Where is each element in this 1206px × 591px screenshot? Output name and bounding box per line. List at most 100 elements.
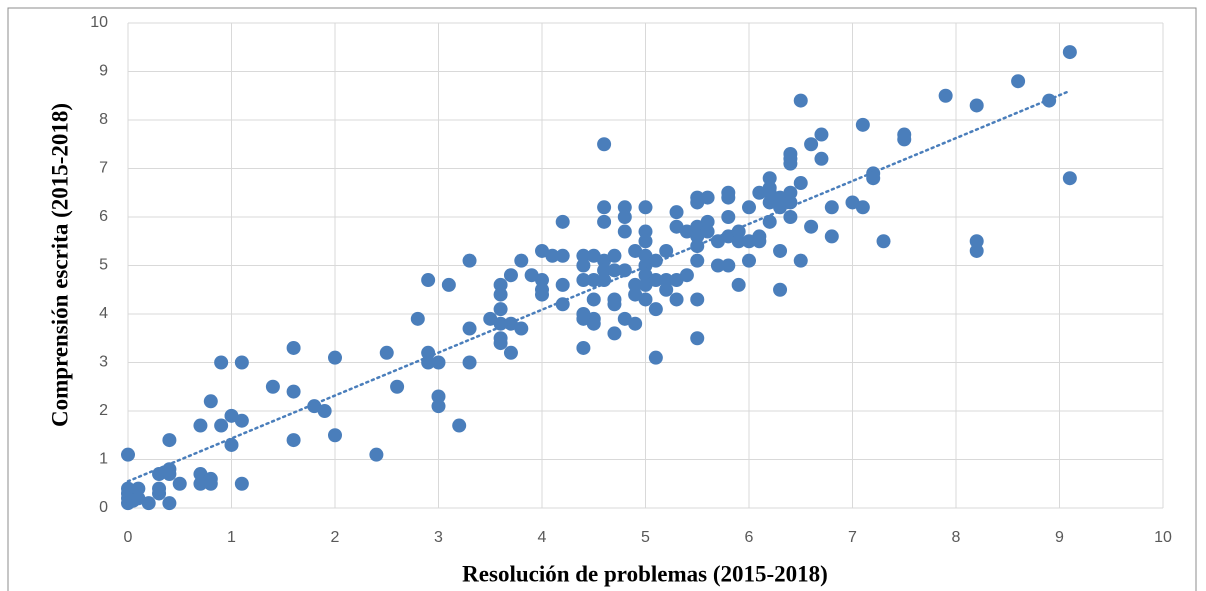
point bbox=[607, 248, 622, 263]
point bbox=[597, 137, 612, 152]
point bbox=[628, 316, 643, 331]
point bbox=[731, 277, 746, 292]
point bbox=[824, 200, 839, 215]
point bbox=[690, 292, 705, 307]
point bbox=[866, 171, 881, 186]
point bbox=[804, 219, 819, 234]
marks bbox=[121, 45, 1077, 511]
point bbox=[421, 273, 436, 288]
point bbox=[679, 268, 694, 283]
point bbox=[938, 88, 953, 103]
point bbox=[855, 200, 870, 215]
x-tick-label: 8 bbox=[952, 529, 961, 546]
point bbox=[421, 345, 436, 360]
point bbox=[607, 297, 622, 312]
point bbox=[452, 418, 467, 433]
point bbox=[742, 253, 756, 268]
point bbox=[234, 476, 249, 491]
point bbox=[793, 176, 808, 191]
point bbox=[597, 200, 612, 215]
point bbox=[535, 287, 549, 302]
point bbox=[814, 151, 829, 166]
point bbox=[214, 418, 229, 433]
x-tick-label: 1 bbox=[227, 529, 236, 546]
point bbox=[617, 224, 632, 239]
point bbox=[648, 273, 663, 288]
point bbox=[203, 394, 218, 409]
trendline bbox=[126, 89, 1072, 483]
point bbox=[555, 277, 570, 292]
point bbox=[162, 433, 177, 448]
point bbox=[265, 379, 280, 394]
point bbox=[1062, 171, 1077, 186]
point bbox=[431, 389, 446, 404]
point bbox=[969, 234, 984, 249]
point bbox=[1011, 74, 1026, 89]
x-tick-label: 10 bbox=[1154, 529, 1172, 546]
point bbox=[690, 239, 705, 254]
point bbox=[162, 496, 177, 511]
point bbox=[607, 263, 622, 278]
x-tick-label: 0 bbox=[124, 529, 133, 546]
point bbox=[493, 336, 508, 351]
point bbox=[659, 282, 674, 297]
point bbox=[503, 345, 518, 360]
y-tick-label: 9 bbox=[99, 63, 108, 80]
point bbox=[141, 496, 156, 511]
point bbox=[659, 243, 674, 258]
point bbox=[648, 302, 663, 317]
point bbox=[514, 321, 529, 336]
point bbox=[897, 132, 912, 147]
point bbox=[514, 253, 529, 268]
point bbox=[690, 253, 705, 268]
y-tick-label: 4 bbox=[99, 305, 108, 322]
point bbox=[669, 205, 684, 220]
y-tick-label: 10 bbox=[90, 14, 108, 31]
y-tick-label: 8 bbox=[99, 111, 108, 128]
point bbox=[814, 127, 829, 142]
y-tick-label: 3 bbox=[99, 354, 108, 371]
point bbox=[855, 117, 870, 132]
point bbox=[1062, 45, 1077, 60]
point bbox=[638, 292, 653, 307]
point bbox=[503, 268, 518, 283]
point bbox=[152, 481, 167, 496]
point bbox=[773, 243, 788, 258]
point bbox=[214, 355, 229, 370]
point bbox=[493, 277, 508, 292]
point bbox=[700, 214, 715, 229]
point bbox=[721, 258, 736, 273]
point bbox=[824, 229, 839, 244]
y-tick-label: 7 bbox=[99, 160, 108, 177]
x-tick-label: 2 bbox=[331, 529, 340, 546]
point bbox=[193, 418, 208, 433]
point bbox=[286, 433, 301, 448]
point bbox=[876, 234, 891, 249]
point bbox=[224, 437, 239, 452]
point bbox=[969, 243, 984, 258]
point bbox=[804, 137, 819, 152]
point bbox=[731, 224, 746, 239]
point bbox=[203, 476, 218, 491]
point bbox=[234, 413, 249, 428]
y-tick-label: 1 bbox=[99, 451, 108, 468]
x-tick-label: 7 bbox=[848, 529, 857, 546]
point bbox=[317, 404, 332, 418]
point bbox=[628, 277, 643, 292]
point bbox=[617, 263, 632, 278]
point bbox=[617, 200, 632, 215]
point bbox=[369, 447, 384, 462]
x-tick-label: 9 bbox=[1055, 529, 1064, 546]
point bbox=[690, 331, 705, 346]
point bbox=[669, 292, 684, 307]
point bbox=[648, 350, 663, 365]
point bbox=[286, 340, 301, 355]
point bbox=[576, 258, 591, 273]
point bbox=[783, 156, 798, 171]
point bbox=[617, 210, 632, 224]
point bbox=[328, 428, 342, 443]
point bbox=[462, 355, 477, 370]
point bbox=[586, 273, 601, 288]
